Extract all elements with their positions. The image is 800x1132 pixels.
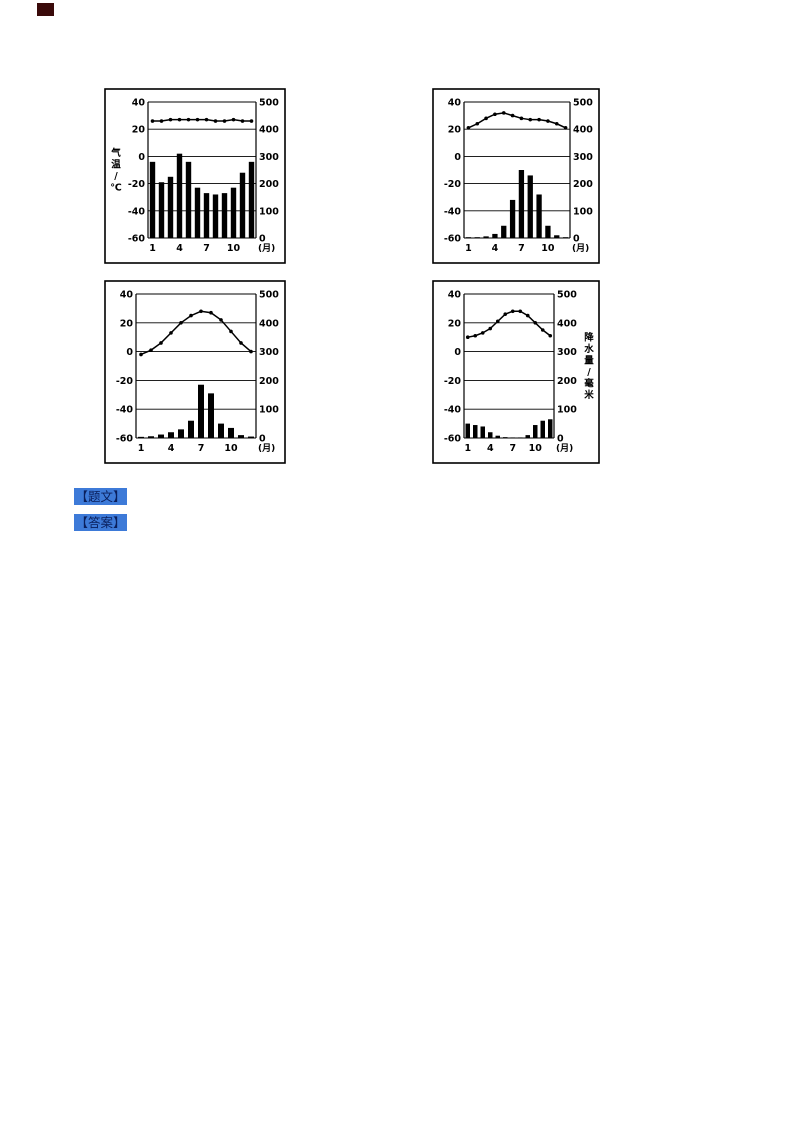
- svg-text:米: 米: [583, 389, 594, 401]
- svg-text:1: 1: [138, 443, 145, 454]
- svg-text:-60: -60: [116, 434, 134, 445]
- svg-text:400: 400: [557, 318, 577, 329]
- answer-link[interactable]: 【答案】: [74, 514, 127, 531]
- svg-text:200: 200: [573, 179, 593, 190]
- svg-text:温: 温: [111, 158, 121, 170]
- svg-text:10: 10: [227, 243, 241, 254]
- svg-text:7: 7: [203, 243, 210, 254]
- svg-text:300: 300: [259, 347, 279, 358]
- svg-text:0: 0: [259, 234, 266, 245]
- svg-text:100: 100: [259, 206, 279, 217]
- svg-text:500: 500: [259, 290, 279, 301]
- svg-text:200: 200: [259, 179, 279, 190]
- svg-text:500: 500: [259, 98, 279, 109]
- svg-text:-20: -20: [444, 179, 462, 190]
- svg-text:1: 1: [464, 443, 471, 454]
- svg-text:1: 1: [149, 243, 156, 254]
- svg-text:毫: 毫: [584, 377, 594, 389]
- svg-text:0: 0: [573, 234, 580, 245]
- svg-text:-20: -20: [116, 376, 134, 387]
- svg-text:200: 200: [259, 376, 279, 387]
- svg-text:300: 300: [573, 152, 593, 163]
- svg-text:7: 7: [518, 243, 525, 254]
- svg-text:4: 4: [487, 443, 494, 454]
- svg-text:气: 气: [110, 147, 121, 159]
- svg-text:-40: -40: [128, 206, 146, 217]
- svg-text:4: 4: [168, 443, 175, 454]
- svg-text:0: 0: [454, 152, 461, 163]
- svg-text:40: 40: [448, 98, 462, 109]
- svg-text:1: 1: [465, 243, 472, 254]
- svg-text:降: 降: [584, 331, 594, 343]
- svg-text:0: 0: [138, 152, 145, 163]
- svg-text:40: 40: [448, 290, 462, 301]
- svg-text:(月): (月): [258, 243, 275, 254]
- svg-text:10: 10: [224, 443, 238, 454]
- svg-text:400: 400: [573, 125, 593, 136]
- climate-chart-a: 40 20 0 -20 -40 -60 500 400 300 200 100 0 1 4 7 10 (月) 气温…: [104, 88, 286, 264]
- svg-text:(月): (月): [572, 243, 589, 254]
- svg-text:-60: -60: [444, 434, 462, 445]
- svg-text:水: 水: [584, 343, 594, 355]
- svg-text:10: 10: [529, 443, 543, 454]
- svg-text:0: 0: [259, 434, 266, 445]
- svg-text:500: 500: [573, 98, 593, 109]
- svg-text:10: 10: [541, 243, 555, 254]
- svg-text:7: 7: [509, 443, 516, 454]
- svg-text:4: 4: [176, 243, 183, 254]
- page-corner-mark: [37, 3, 54, 16]
- climate-chart-d: 40 20 0 -20 -40 -60 500 400 300 200 100 0 1 4 7 10 (月) 降水…: [432, 280, 600, 464]
- svg-text:100: 100: [573, 206, 593, 217]
- climate-chart-b: 40 20 0 -20 -40 -60 500 400 300 200 100 0 1 4 7 10 (月): [432, 88, 600, 264]
- svg-text:100: 100: [557, 405, 577, 416]
- svg-text:/: /: [114, 171, 118, 182]
- svg-text:-40: -40: [116, 405, 134, 416]
- svg-text:20: 20: [448, 318, 462, 329]
- svg-text:0: 0: [557, 434, 564, 445]
- svg-text:-60: -60: [444, 234, 462, 245]
- svg-text:(月): (月): [258, 443, 275, 454]
- question-text-link[interactable]: 【题文】: [74, 488, 127, 505]
- svg-text:100: 100: [259, 405, 279, 416]
- svg-text:-60: -60: [128, 234, 146, 245]
- svg-text:量: 量: [584, 354, 594, 366]
- climate-chart-c: 40 20 0 -20 -40 -60 500 400 300 200 100 0 1 4 7 10 (月): [104, 280, 286, 464]
- svg-text:300: 300: [557, 347, 577, 358]
- svg-text:40: 40: [132, 98, 146, 109]
- svg-text:/: /: [587, 367, 591, 378]
- svg-text:℃: ℃: [110, 182, 122, 193]
- svg-text:200: 200: [557, 376, 577, 387]
- svg-text:(月): (月): [556, 443, 573, 454]
- svg-text:20: 20: [448, 125, 462, 136]
- svg-text:300: 300: [259, 152, 279, 163]
- svg-text:40: 40: [120, 290, 134, 301]
- svg-text:20: 20: [120, 318, 134, 329]
- svg-text:20: 20: [132, 125, 146, 136]
- svg-text:-20: -20: [444, 376, 462, 387]
- svg-text:400: 400: [259, 125, 279, 136]
- svg-text:4: 4: [492, 243, 499, 254]
- svg-text:-40: -40: [444, 206, 462, 217]
- svg-text:0: 0: [454, 347, 461, 358]
- svg-text:7: 7: [198, 443, 205, 454]
- svg-text:400: 400: [259, 318, 279, 329]
- svg-text:500: 500: [557, 290, 577, 301]
- svg-text:0: 0: [126, 347, 133, 358]
- svg-text:-20: -20: [128, 179, 146, 190]
- svg-text:-40: -40: [444, 405, 462, 416]
